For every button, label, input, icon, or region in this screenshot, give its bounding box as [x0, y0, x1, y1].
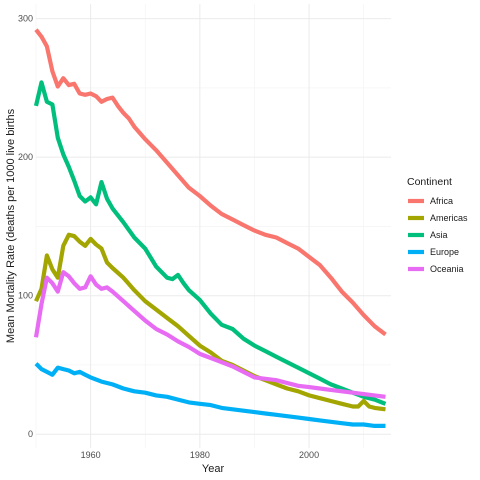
- legend-label-oceania: Oceania: [430, 264, 464, 274]
- y-tick-label: 200: [18, 152, 33, 162]
- series-line-americas: [34, 232, 386, 412]
- x-tick-label: 1980: [190, 450, 210, 460]
- y-tick-label: 100: [18, 291, 33, 301]
- legend-label-asia: Asia: [430, 230, 448, 240]
- legend-title: Continent: [407, 176, 452, 188]
- legend-label-africa: Africa: [430, 196, 453, 206]
- series-line-africa: [34, 28, 387, 337]
- y-tick-label: 300: [18, 14, 33, 24]
- series-line-europe: [34, 362, 386, 428]
- y-axis-title: Mean Mortality Rate (deaths per 1000 liv…: [5, 108, 17, 343]
- legend-label-europe: Europe: [430, 247, 459, 257]
- plot-panel: [36, 4, 391, 448]
- series-lines: [33, 28, 387, 428]
- tick-labels: 0 100 200 300 1960 1980 2000: [18, 14, 319, 460]
- x-tick-label: 2000: [299, 450, 319, 460]
- series-line-oceania: [33, 270, 386, 399]
- legend-label-americas: Americas: [430, 213, 468, 223]
- series-line-asia: [33, 80, 387, 406]
- legend: Continent Africa Americas Asia Europe Oceani…: [407, 176, 468, 274]
- x-axis-title: Year: [202, 463, 225, 475]
- x-tick-label: 1960: [81, 450, 101, 460]
- y-tick-label: 0: [28, 429, 33, 439]
